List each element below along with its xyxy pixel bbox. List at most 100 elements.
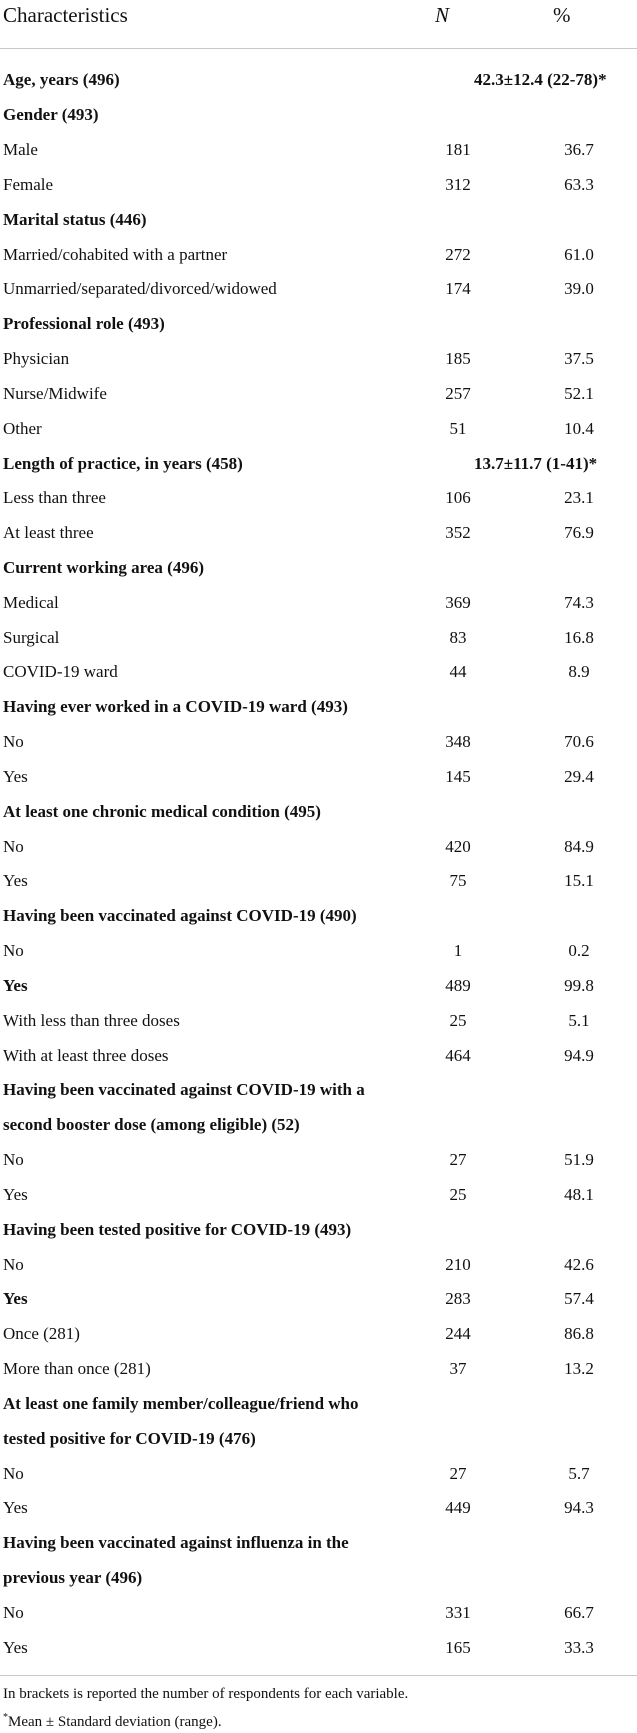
row-summary-value: 13.7±11.7 (1-41)* [474, 453, 598, 473]
row-percent: 37.5 [564, 349, 594, 369]
row-label: Physician [3, 349, 70, 369]
row-count: 181 [445, 140, 471, 160]
table-row: No 348 70.6 [0, 725, 637, 760]
table-section-header-row: Having been vaccinated against COVID-19 … [0, 899, 637, 934]
header-n: N [435, 3, 450, 27]
table-row: Other 51 10.4 [0, 411, 637, 446]
row-label: COVID-19 ward [3, 662, 118, 682]
row-percent: 61.0 [564, 244, 594, 264]
row-count: 174 [445, 279, 471, 299]
row-label: Having been vaccinated against influenza… [3, 1533, 349, 1553]
row-percent: 48.1 [564, 1184, 594, 1204]
table-row: Male 181 36.7 [0, 133, 637, 168]
row-label: Age, years (496) [3, 70, 120, 90]
row-label: Married/cohabited with a partner [3, 244, 228, 264]
row-label: No [3, 836, 24, 856]
table-body: Age, years (496) 42.3±12.4 (22-78)* Gender… [0, 49, 637, 1665]
table-section-header-row: second booster dose (among eligible) (52… [0, 1108, 637, 1143]
row-label: Having ever worked in a COVID-19 ward (4… [3, 697, 348, 717]
row-percent: 74.3 [564, 592, 594, 612]
table-row: No 210 42.6 [0, 1247, 637, 1282]
row-label: Length of practice, in years (458) [3, 453, 243, 473]
table-row: Yes 25 48.1 [0, 1178, 637, 1213]
row-label: No [3, 1602, 24, 1622]
row-label: At least one chronic medical condition (… [3, 801, 321, 821]
row-label: Once (281) [3, 1324, 80, 1344]
row-label: Yes [3, 871, 28, 891]
row-label: Yes [3, 1498, 28, 1518]
row-label: Male [3, 140, 38, 160]
row-percent: 84.9 [564, 836, 594, 856]
table-row: Yes 165 33.3 [0, 1630, 637, 1665]
table-row: Unmarried/separated/divorced/widowed 174 3… [0, 272, 637, 307]
row-count: 145 [445, 766, 471, 786]
row-count: 25 [449, 1184, 467, 1204]
row-label: Current working area (496) [3, 558, 204, 577]
row-percent: 15.1 [564, 871, 594, 891]
row-percent: 52.1 [564, 383, 594, 403]
table-row: Married/cohabited with a partner 272 61.0 [0, 237, 637, 272]
row-count: 312 [445, 174, 471, 194]
row-label: No [3, 732, 24, 752]
table-row: COVID-19 ward 44 8.9 [0, 655, 637, 690]
row-count: 75 [449, 871, 467, 891]
row-percent: 16.8 [564, 627, 594, 647]
footnote-brackets: In brackets is reported the number of re… [3, 1686, 409, 1702]
table-section-header-row: Having ever worked in a COVID-19 ward (4… [0, 690, 637, 725]
row-label: With less than three doses [3, 1010, 180, 1030]
table-row: Yes 75 15.1 [0, 864, 637, 899]
table-section-header-row: Having been vaccinated against COVID-19 … [0, 1073, 637, 1108]
row-percent: 33.3 [564, 1637, 594, 1657]
table-header: Characteristics N % [0, 0, 637, 49]
table-section-header-row: Marital status (446) [0, 202, 637, 237]
table-row: Yes 145 29.4 [0, 760, 637, 795]
row-percent: 5.7 [568, 1463, 590, 1483]
row-percent: 29.4 [564, 766, 594, 786]
row-count: 165 [445, 1637, 471, 1657]
row-count: 1 [453, 941, 463, 961]
row-count: 27 [449, 1150, 467, 1170]
table-section-header-row: Having been vaccinated against influenza… [0, 1526, 637, 1561]
row-percent: 99.8 [564, 975, 594, 995]
table-row: Nurse/Midwife 257 52.1 [0, 376, 637, 411]
row-percent: 13.2 [564, 1359, 594, 1379]
row-label: Yes [3, 766, 28, 786]
table-section-header-row: Current working area (496) [0, 551, 637, 586]
row-label: Gender (493) [3, 105, 99, 125]
table-row: Medical 369 74.3 [0, 585, 637, 620]
row-label: Surgical [3, 627, 60, 647]
row-count: 244 [445, 1324, 471, 1344]
table-row: Yes 449 94.3 [0, 1491, 637, 1526]
table-section-header-row: At least one chronic medical condition (… [0, 794, 637, 829]
row-percent: 94.3 [564, 1498, 594, 1518]
row-label: Professional role (493) [3, 314, 165, 334]
row-label: Yes [3, 1289, 28, 1309]
row-label: More than once (281) [3, 1359, 151, 1379]
table-row: Less than three 106 23.1 [0, 481, 637, 516]
row-label: previous year (496) [3, 1568, 143, 1588]
row-count: 464 [445, 1045, 471, 1065]
row-percent: 39.0 [564, 279, 594, 299]
row-count: 489 [445, 975, 471, 995]
table-section-header-row: tested positive for COVID-19 (476) [0, 1421, 637, 1456]
table-row: Physician 185 37.5 [0, 342, 637, 377]
table-section-header-row: Length of practice, in years (458) 13.7±1… [0, 446, 637, 481]
row-percent: 63.3 [564, 174, 594, 194]
table-row: More than once (281) 37 13.2 [0, 1352, 637, 1387]
table-row: No 27 51.9 [0, 1143, 637, 1178]
characteristics-table: Characteristics N % Age, years (496) 42.3… [0, 0, 637, 1665]
row-label: At least one family member/colleague/fri… [3, 1393, 359, 1413]
row-label: Yes [3, 1184, 28, 1204]
row-percent: 42.6 [564, 1254, 594, 1274]
row-summary-value: 42.3±12.4 (22-78)* [474, 70, 607, 90]
row-label: Medical [3, 592, 59, 612]
row-label: At least three [3, 523, 94, 543]
row-percent: 8.9 [568, 662, 590, 682]
row-count: 27 [449, 1463, 467, 1483]
row-count: 420 [445, 836, 471, 856]
table-row: No 1 0.2 [0, 934, 637, 969]
row-count: 185 [445, 349, 471, 369]
table-section-header-row: Gender (493) [0, 98, 637, 133]
row-label: tested positive for COVID-19 (476) [3, 1428, 256, 1448]
footnote-mean-sd-text: Mean ± Standard deviation (range). [8, 1714, 222, 1730]
